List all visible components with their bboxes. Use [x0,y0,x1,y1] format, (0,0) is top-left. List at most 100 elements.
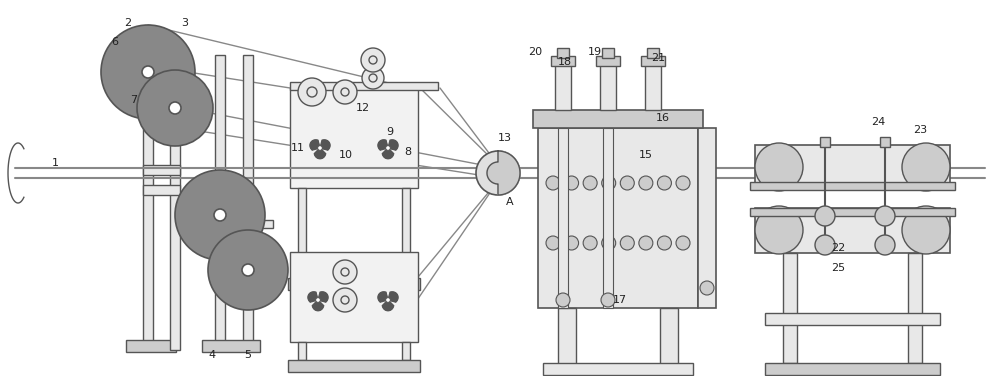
Bar [698,128,716,308]
Bar [555,63,571,110]
Text: 19: 19 [588,47,602,57]
Bar [298,342,306,360]
Bar [215,220,273,228]
Text: 4: 4 [208,350,216,360]
Circle shape [620,236,634,250]
Bar [558,308,576,376]
Bar [143,165,180,175]
Circle shape [602,236,616,250]
Bar [750,208,955,216]
Circle shape [755,143,803,191]
Circle shape [583,176,597,190]
Polygon shape [319,292,328,302]
Text: 10: 10 [339,150,353,160]
Circle shape [639,176,653,190]
Circle shape [657,236,671,250]
Bar [596,56,620,66]
Circle shape [639,236,653,250]
Bar [288,278,420,290]
Circle shape [546,236,560,250]
Bar [558,128,568,308]
Bar [645,63,661,110]
Text: 21: 21 [651,53,665,63]
Bar [243,55,253,350]
Bar [215,55,225,350]
Bar [290,88,418,188]
Circle shape [815,206,835,226]
Circle shape [815,235,835,255]
Circle shape [341,296,349,304]
Circle shape [875,206,895,226]
Bar [641,56,665,66]
Text: 23: 23 [913,125,927,135]
Bar [215,248,273,256]
Bar [765,363,940,375]
Text: A: A [506,197,514,207]
Polygon shape [382,302,394,311]
Polygon shape [382,150,394,159]
Circle shape [341,268,349,276]
Circle shape [556,293,570,307]
Bar [600,63,616,110]
Text: 3: 3 [182,18,188,28]
Circle shape [676,236,690,250]
Polygon shape [389,292,398,302]
Circle shape [341,88,349,96]
Text: 18: 18 [558,57,572,67]
Circle shape [208,230,288,310]
Circle shape [902,206,950,254]
Circle shape [142,66,154,78]
Circle shape [362,67,384,89]
Circle shape [620,176,634,190]
Bar [202,340,260,352]
Text: 6: 6 [112,37,119,47]
Bar [755,145,950,190]
Polygon shape [378,292,387,302]
Bar [290,82,438,90]
Circle shape [902,143,950,191]
Circle shape [369,56,377,64]
Bar [402,342,410,360]
Circle shape [137,70,213,146]
Circle shape [476,151,520,195]
Circle shape [369,74,377,82]
Bar [660,308,678,376]
Text: 1: 1 [52,158,58,168]
Circle shape [242,264,254,276]
Bar [543,363,693,375]
Circle shape [175,170,265,260]
Bar [143,55,153,350]
Bar [647,48,659,58]
Circle shape [101,25,195,119]
Polygon shape [308,292,317,302]
Circle shape [333,260,357,284]
Bar [143,185,180,195]
Text: 25: 25 [831,263,845,273]
Polygon shape [487,151,520,195]
Bar [298,188,306,278]
Circle shape [700,281,714,295]
Bar [880,137,890,147]
Bar [750,182,955,190]
Polygon shape [312,302,324,311]
Bar [402,188,410,278]
Circle shape [546,176,560,190]
Circle shape [657,176,671,190]
Circle shape [755,206,803,254]
Text: 8: 8 [404,147,412,157]
Text: 17: 17 [613,295,627,305]
Circle shape [298,78,326,106]
Circle shape [333,288,357,312]
Circle shape [361,48,385,72]
Circle shape [565,236,579,250]
Bar [551,56,575,66]
Text: 13: 13 [498,133,512,143]
Polygon shape [321,140,330,150]
Bar [908,253,922,363]
Circle shape [386,146,390,150]
Bar [765,313,940,325]
Bar [602,48,614,58]
Bar [820,137,830,147]
Circle shape [169,102,181,114]
Bar [783,253,797,363]
